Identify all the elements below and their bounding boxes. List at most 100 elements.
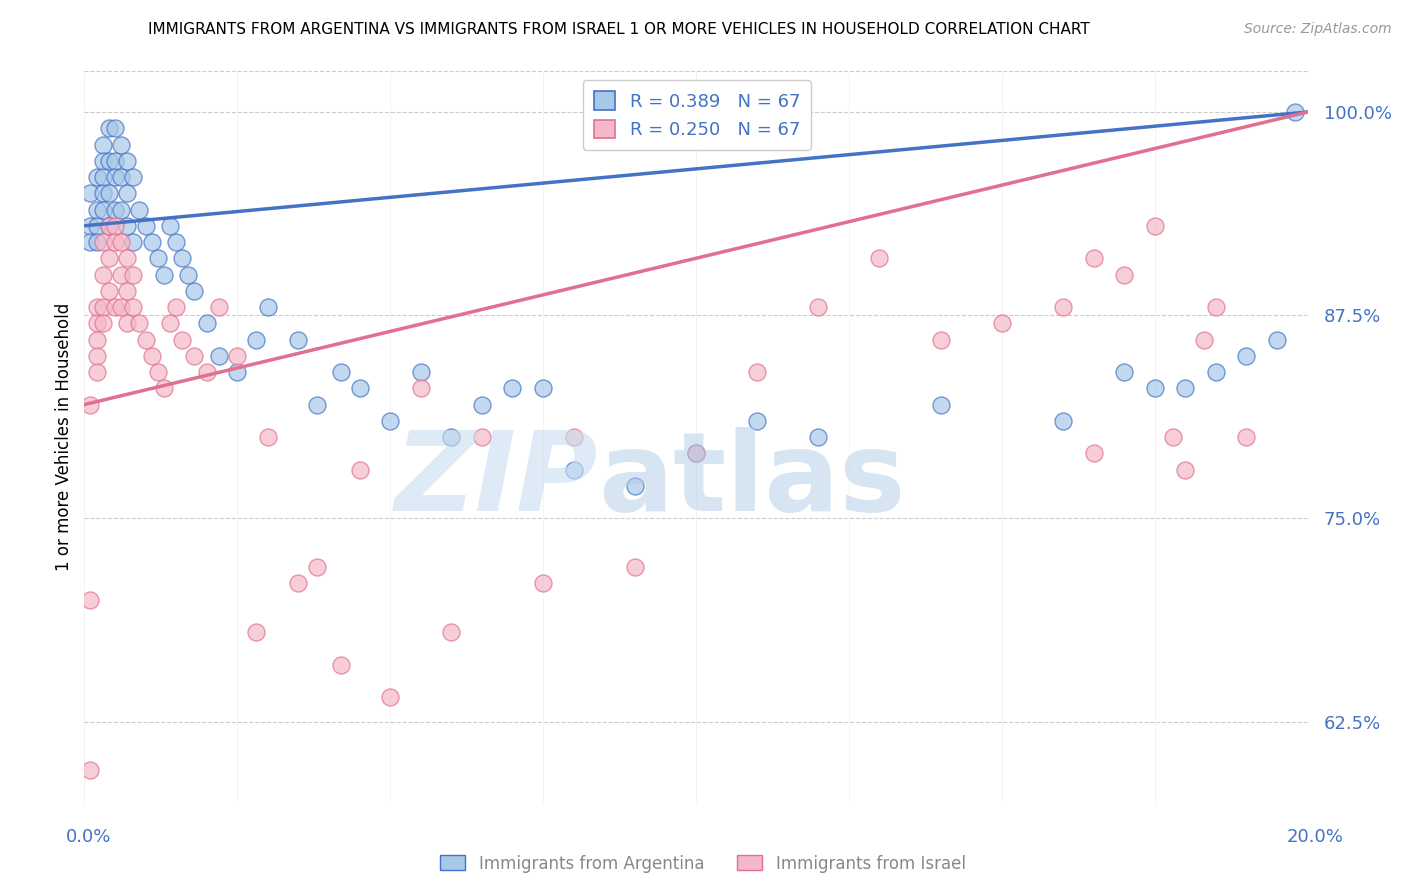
Point [1284,105,1306,120]
Point [104,300,127,314]
Point [115,219,138,233]
Point [141,349,163,363]
Point [104,121,127,136]
Point [172,333,194,347]
Point [1265,333,1288,347]
Point [1161,430,1184,444]
Text: 0.0%: 0.0% [66,828,111,846]
Point [1114,268,1136,282]
Point [146,365,169,379]
Point [91,137,114,152]
Point [122,300,145,314]
Point [183,284,205,298]
Point [104,202,127,217]
Point [1114,365,1136,379]
Point [91,202,114,217]
Point [165,235,187,249]
Point [685,446,707,460]
Point [208,300,231,314]
Point [869,252,891,266]
Point [146,252,169,266]
Point [104,153,127,168]
Point [79,764,101,778]
Point [440,625,463,640]
Point [471,398,494,412]
Point [115,153,138,168]
Point [122,235,145,249]
Point [1205,365,1227,379]
Point [79,235,101,249]
Point [153,268,176,282]
Point [86,333,108,347]
Point [747,414,769,428]
Point [807,300,830,314]
Point [1174,462,1197,476]
Point [531,381,554,395]
Point [929,398,952,412]
Point [135,219,157,233]
Point [257,300,280,314]
Point [97,252,120,266]
Point [79,592,101,607]
Point [91,235,114,249]
Point [110,202,132,217]
Point [97,219,120,233]
Point [86,365,108,379]
Point [128,316,150,330]
Point [349,381,371,395]
Point [1083,446,1105,460]
Point [86,316,108,330]
Point [97,186,120,201]
Text: 20.0%: 20.0% [1286,828,1343,846]
Point [471,430,494,444]
Text: Source: ZipAtlas.com: Source: ZipAtlas.com [1244,22,1392,37]
Point [86,300,108,314]
Point [165,300,187,314]
Point [91,268,114,282]
Point [440,430,463,444]
Point [257,430,280,444]
Point [330,365,353,379]
Point [195,365,218,379]
Point [245,625,267,640]
Point [330,657,353,672]
Point [135,333,157,347]
Point [1174,381,1197,395]
Point [115,316,138,330]
Point [1192,333,1215,347]
Point [1143,219,1166,233]
Point [97,121,120,136]
Point [380,690,402,705]
Point [91,300,114,314]
Point [1234,430,1257,444]
Point [110,169,132,184]
Point [685,446,707,460]
Point [97,219,120,233]
Point [97,153,120,168]
Point [177,268,200,282]
Point [141,235,163,249]
Point [79,219,101,233]
Point [183,349,205,363]
Point [807,430,830,444]
Point [110,300,132,314]
Legend: R = 0.389   N = 67, R = 0.250   N = 67: R = 0.389 N = 67, R = 0.250 N = 67 [582,80,811,150]
Point [91,316,114,330]
Y-axis label: 1 or more Vehicles in Household: 1 or more Vehicles in Household [55,303,73,571]
Point [305,398,328,412]
Point [91,186,114,201]
Point [226,365,249,379]
Point [104,169,127,184]
Point [349,462,371,476]
Point [86,219,108,233]
Text: atlas: atlas [598,427,905,534]
Point [226,349,249,363]
Point [79,186,101,201]
Point [172,252,194,266]
Point [115,252,138,266]
Legend: Immigrants from Argentina, Immigrants from Israel: Immigrants from Argentina, Immigrants fr… [433,848,973,880]
Point [122,268,145,282]
Point [409,381,432,395]
Point [287,333,309,347]
Point [287,576,309,591]
